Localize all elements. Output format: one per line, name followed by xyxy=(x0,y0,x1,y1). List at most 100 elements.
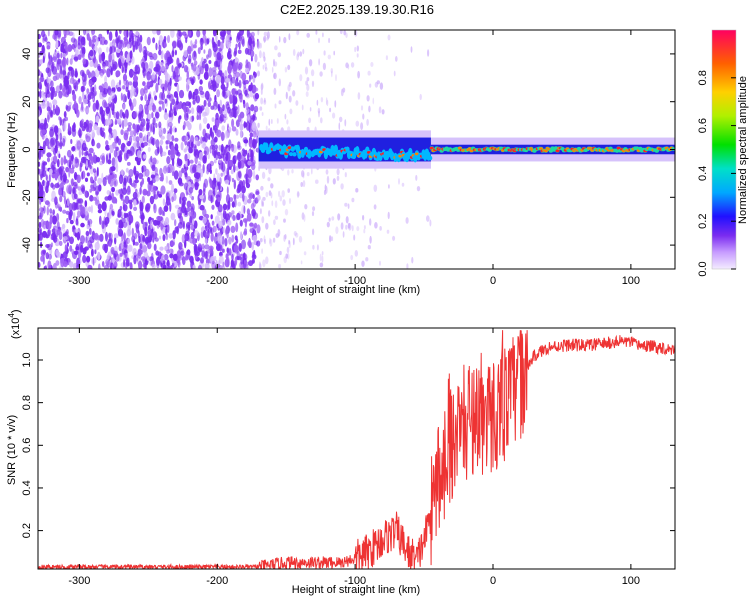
spectrogram-cell xyxy=(222,227,226,234)
spectrogram-cell xyxy=(136,253,139,262)
spectrogram-cell xyxy=(212,30,217,37)
spectrogram-cell xyxy=(122,85,126,90)
spectrogram-cell xyxy=(80,36,86,46)
spectrogram-cell xyxy=(185,37,188,44)
spectrogram-cell xyxy=(204,262,210,269)
spectrogram-cell xyxy=(123,117,128,127)
spectrogram-cell xyxy=(237,64,243,70)
spectrogram-cell xyxy=(318,58,320,66)
spectrogram-cell xyxy=(213,255,217,262)
spectrogram-cell xyxy=(163,42,167,48)
spectrogram-cell xyxy=(128,37,132,43)
spectrogram-cell xyxy=(256,240,261,247)
spectrogram-cell xyxy=(86,255,91,263)
spectrogram-cell xyxy=(235,128,239,136)
spectrogram-cell xyxy=(87,264,93,269)
signal-peak xyxy=(287,146,292,150)
spectrogram-cell xyxy=(49,208,53,214)
spectrogram-cell xyxy=(261,171,266,179)
spectrogram-cell xyxy=(186,78,191,86)
spectrogram-cell xyxy=(227,219,232,226)
spectrogram-cell xyxy=(351,225,354,232)
spectrogram-cell xyxy=(320,97,324,103)
spectrogram-cell xyxy=(405,217,409,224)
spectrogram-cell xyxy=(166,94,171,99)
spectrogram-cell xyxy=(237,49,242,54)
spectrogram-cell xyxy=(95,185,100,195)
spectrogram-cell xyxy=(273,72,277,80)
spectrogram-cell xyxy=(138,172,144,180)
spectrogram-cell xyxy=(194,154,198,165)
spectrogram-cell xyxy=(74,49,81,56)
spectrogram-cell xyxy=(288,239,290,245)
spectrogram-cell xyxy=(263,56,266,62)
spectrogram-cell xyxy=(151,164,156,172)
spectrogram-marks xyxy=(38,30,675,269)
spectrogram-cell xyxy=(191,115,195,122)
spectrogram-cell xyxy=(273,58,275,67)
spectrogram-cell xyxy=(398,178,400,185)
spectrogram-cell xyxy=(116,135,119,143)
spectrogram-cell xyxy=(221,248,225,253)
spectrogram-cell xyxy=(245,63,249,70)
x-tick-label: -300 xyxy=(68,575,90,587)
spectrogram-cell xyxy=(149,183,155,193)
spectrogram-cell xyxy=(58,240,63,246)
chart-title: C2E2.2025.139.19.30.R16 xyxy=(280,2,434,17)
spectrogram-cell xyxy=(92,58,98,69)
spectrogram-cell xyxy=(200,168,204,178)
colorbar-tick-label: 0.4 xyxy=(697,166,709,181)
spectrogram-cell xyxy=(261,199,263,207)
spectrogram-cell xyxy=(393,70,396,77)
spectrogram-cell xyxy=(85,206,88,216)
spectrogram-cell xyxy=(86,33,90,41)
spectrogram-cell xyxy=(197,264,203,269)
spectrogram-cell xyxy=(178,115,182,120)
spectrogram-cell xyxy=(329,235,332,243)
spectrogram-cell xyxy=(135,173,139,178)
spectrogram-cell xyxy=(231,118,235,128)
spectrogram-cell xyxy=(73,38,78,49)
spectrogram-cell xyxy=(61,63,66,68)
spectrogram-cell xyxy=(64,244,68,252)
spectrogram-cell xyxy=(161,228,166,234)
spectrogram-cell xyxy=(211,260,216,269)
spectrogram-cell xyxy=(278,100,282,105)
spectrogram-cell xyxy=(275,233,280,238)
spectrogram-cell xyxy=(319,262,324,268)
spectrogram-cell xyxy=(39,59,43,65)
spectrogram-cell xyxy=(56,58,62,65)
spectrogram-cell xyxy=(230,225,236,233)
spectrogram-cell xyxy=(140,95,144,101)
spectrogram-cell xyxy=(181,167,185,174)
spectrogram-cell xyxy=(136,160,141,166)
spectrogram-cell xyxy=(263,238,267,245)
spectrogram-cell xyxy=(344,119,347,127)
spectrogram-cell xyxy=(173,110,177,116)
spectrogram-cell xyxy=(146,122,150,130)
spectrogram-cell xyxy=(80,85,85,93)
spectrogram-cell xyxy=(68,31,74,36)
spectrogram-cell xyxy=(44,264,48,269)
spectrogram-cell xyxy=(319,71,323,77)
spectrogram-cell xyxy=(287,188,291,193)
spectrogram-cell xyxy=(257,30,260,36)
spectrogram-cell xyxy=(332,112,336,119)
spectrogram-cell xyxy=(316,99,319,106)
spectrogram-cell xyxy=(211,117,215,122)
spectrogram-cell xyxy=(113,149,118,158)
spectrogram-cell xyxy=(410,46,413,53)
spectrogram-cell xyxy=(79,204,84,214)
spectrogram-cell xyxy=(339,116,343,123)
spectrogram-cell xyxy=(125,57,129,63)
spectrogram-cell xyxy=(42,179,45,186)
spectrogram-cell xyxy=(65,203,67,208)
spectrogram-cell xyxy=(128,169,134,177)
spectrogram-cell xyxy=(70,139,73,144)
spectrogram-cell xyxy=(92,102,97,113)
spectrogram-cell xyxy=(234,235,238,241)
spectrogram-cell xyxy=(210,232,214,242)
spectrogram-cell xyxy=(264,62,267,70)
spectrogram-cell xyxy=(68,185,71,193)
spectrogram-cell xyxy=(150,155,153,163)
